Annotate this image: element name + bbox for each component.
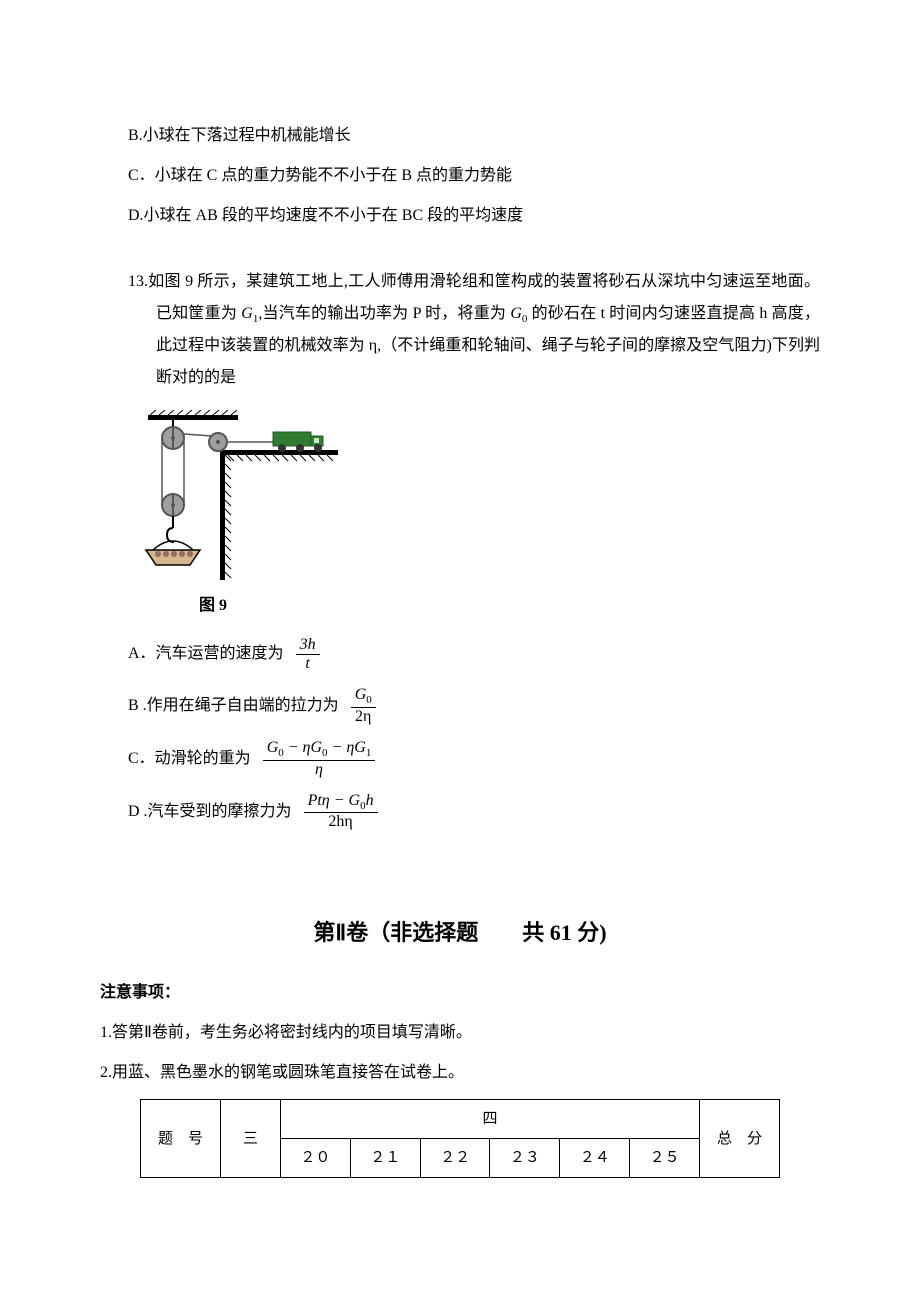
th-25: ２５ xyxy=(630,1139,700,1178)
q12-option-c: C．小球在 C 点的重力势能不不小于在 B 点的重力势能 xyxy=(128,160,820,192)
q13-option-a: A．汽车运营的速度为 3h t xyxy=(128,636,820,672)
q13-option-c: C．动滑轮的重为 G0 − ηG0 − ηG1 η xyxy=(128,739,820,778)
notice-2: 2.用蓝、黑色墨水的钢笔或圆珠笔直接答在试卷上。 xyxy=(100,1057,820,1089)
q12-option-b: B.小球在下落过程中机械能增长 xyxy=(128,120,820,152)
q13-g1: G1 xyxy=(241,305,258,322)
q13-optA-label: A．汽车运营的速度为 xyxy=(128,638,284,670)
notice-1: 1.答第Ⅱ卷前，考生务必将密封线内的项目填写清晰。 xyxy=(100,1017,820,1049)
th-san: 三 xyxy=(221,1100,281,1178)
q12-option-d: D.小球在 AB 段的平均速度不不小于在 BC 段的平均速度 xyxy=(128,200,820,232)
th-total: 总 分 xyxy=(700,1100,780,1178)
q13-optB-label: B .作用在绳子自由端的拉力为 xyxy=(128,690,339,722)
th-22: ２２ xyxy=(420,1139,490,1178)
figure-9-label: 图 9 xyxy=(128,590,298,622)
th-21: ２１ xyxy=(350,1139,420,1178)
notice-heading: 注意事项： xyxy=(100,977,820,1009)
question-13: 13.如图 9 所示，某建筑工地上,工人师傅用滑轮组和筐构成的装置将砂石从深坑中… xyxy=(100,266,820,831)
th-23: ２３ xyxy=(490,1139,560,1178)
q13-g0: G0 xyxy=(510,305,527,322)
q13-optA-fraction: 3h t xyxy=(296,636,320,672)
q13-text-2: ,当汽车的输出功率为 P 时，将重为 xyxy=(258,305,510,322)
table-row: 题 号 三 四 总 分 xyxy=(141,1100,780,1139)
figure-9: 图 9 xyxy=(128,410,820,622)
q13-optD-label: D .汽车受到的摩擦力为 xyxy=(128,796,292,828)
th-24: ２４ xyxy=(560,1139,630,1178)
pulley-diagram-icon xyxy=(128,410,338,590)
score-table: 题 号 三 四 总 分 ２０ ２１ ２２ ２３ ２４ ２５ xyxy=(140,1099,780,1178)
th-si: 四 xyxy=(281,1100,700,1139)
q13-optC-label: C．动滑轮的重为 xyxy=(128,743,251,775)
th-tihao: 题 号 xyxy=(141,1100,221,1178)
q13-option-d: D .汽车受到的摩擦力为 Ptη − G0h 2hη xyxy=(128,792,820,831)
q13-stem: 13.如图 9 所示，某建筑工地上,工人师傅用滑轮组和筐构成的装置将砂石从深坑中… xyxy=(156,266,820,394)
th-20: ２０ xyxy=(281,1139,351,1178)
q13-optD-fraction: Ptη − G0h 2hη xyxy=(304,792,378,831)
q13-option-b: B .作用在绳子自由端的拉力为 G0 2η xyxy=(128,686,820,725)
section-2-title: 第Ⅱ卷（非选择题 共 61 分) xyxy=(100,911,820,955)
q13-optC-fraction: G0 − ηG0 − ηG1 η xyxy=(263,739,376,778)
q13-optB-fraction: G0 2η xyxy=(351,686,376,725)
